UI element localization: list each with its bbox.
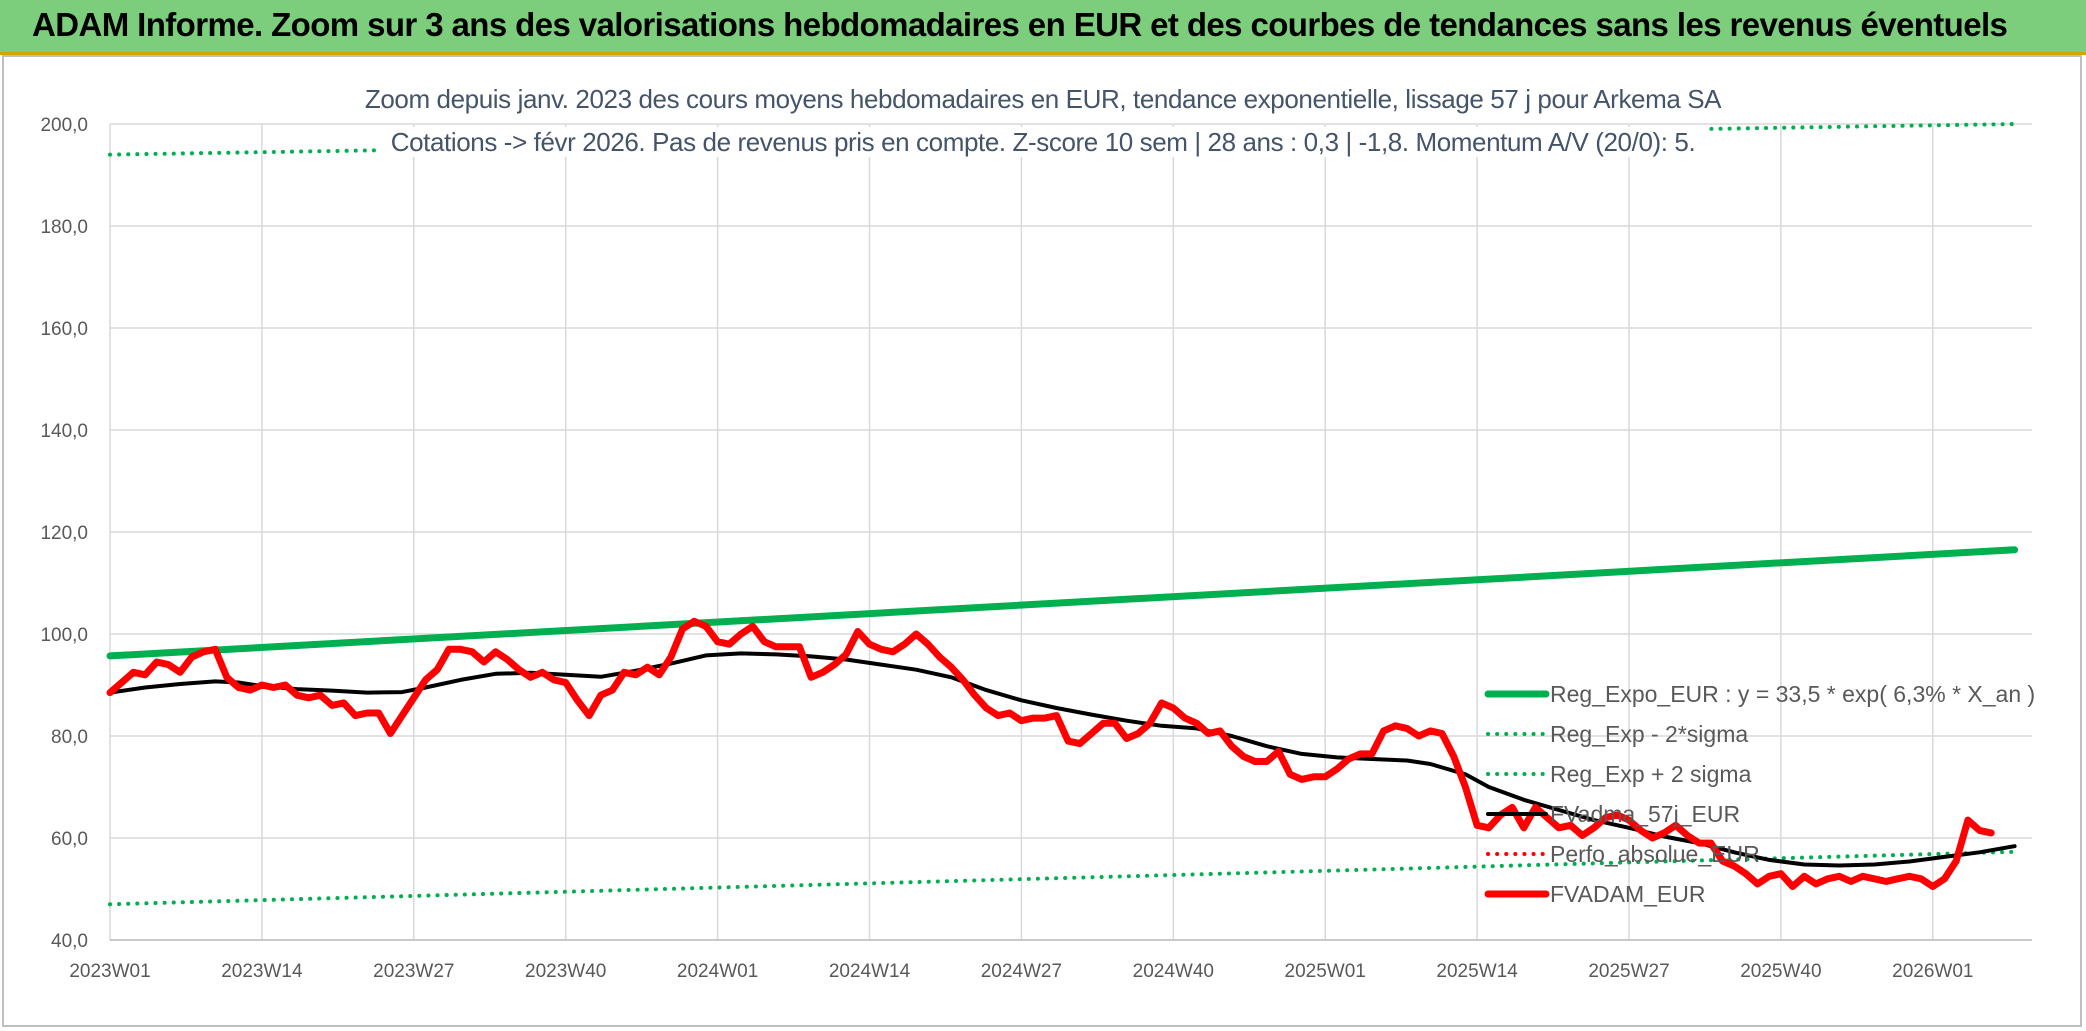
legend-label: Reg_Expo_EUR : y = 33,5 * exp( 6,3% * X_… xyxy=(1550,681,2035,707)
y-tick-label: 160,0 xyxy=(40,319,88,340)
chart-title-line1-text: Zoom depuis janv. 2023 des cours moyens … xyxy=(354,84,1732,114)
chart-title-line2: Cotations -> févr 2026. Pas de revenus p… xyxy=(0,127,2086,158)
x-tick-label: 2025W14 xyxy=(1436,961,1518,982)
legend-label: Reg_Exp + 2 sigma xyxy=(1550,761,1752,787)
series-line-reg-expo-eur xyxy=(106,546,2019,660)
legend-label: Perfo_absolue_EUR xyxy=(1550,841,1760,867)
y-tick-label: 140,0 xyxy=(40,421,88,442)
x-tick-label: 2023W27 xyxy=(373,961,454,982)
legend-label: FVadma_57j_EUR xyxy=(1550,801,1740,827)
x-tick-label: 2023W01 xyxy=(69,961,150,982)
y-tick-label: 100,0 xyxy=(40,625,88,646)
x-tick-label: 2024W01 xyxy=(677,961,758,982)
y-tick-label: 120,0 xyxy=(40,523,88,544)
x-tick-label: 2024W27 xyxy=(981,961,1062,982)
y-tick-label: 40,0 xyxy=(51,931,88,952)
y-tick-label: 180,0 xyxy=(40,217,88,238)
x-tick-label: 2023W40 xyxy=(525,961,606,982)
grid xyxy=(109,123,2032,941)
series-line-fvadam-eur xyxy=(106,617,1995,890)
legend: Reg_Expo_EUR : y = 33,5 * exp( 6,3% * X_… xyxy=(1484,681,2035,907)
banner: ADAM Informe. Zoom sur 3 ans des valoris… xyxy=(0,0,2086,55)
series-layer xyxy=(106,122,2019,907)
chart-title-line2-text: Cotations -> févr 2026. Pas de revenus p… xyxy=(380,127,1706,157)
x-tick-label: 2024W14 xyxy=(829,961,911,982)
y-tick-label: 60,0 xyxy=(51,829,88,850)
x-tick-label: 2024W40 xyxy=(1133,961,1214,982)
x-tick-label: 2025W27 xyxy=(1588,961,1669,982)
axes: 40,0 60,0 80,0 100,0 120,0 140,0 160,0 180,0 200… xyxy=(40,115,2032,982)
legend-label: Reg_Exp - 2*sigma xyxy=(1550,721,1748,747)
series-line-reg-exp xyxy=(108,849,2017,907)
banner-title: ADAM Informe. Zoom sur 3 ans des valoris… xyxy=(32,6,2008,43)
x-tick-label: 2025W40 xyxy=(1740,961,1821,982)
y-tick-label: 80,0 xyxy=(51,727,88,748)
chart-title-line1: Zoom depuis janv. 2023 des cours moyens … xyxy=(0,84,2086,115)
x-tick-label: 2025W01 xyxy=(1285,961,1366,982)
x-tick-label: 2026W01 xyxy=(1892,961,1973,982)
x-tick-label: 2023W14 xyxy=(221,961,303,982)
y-tick-label: 200,0 xyxy=(40,115,88,136)
legend-label: FVADAM_EUR xyxy=(1550,881,1706,907)
